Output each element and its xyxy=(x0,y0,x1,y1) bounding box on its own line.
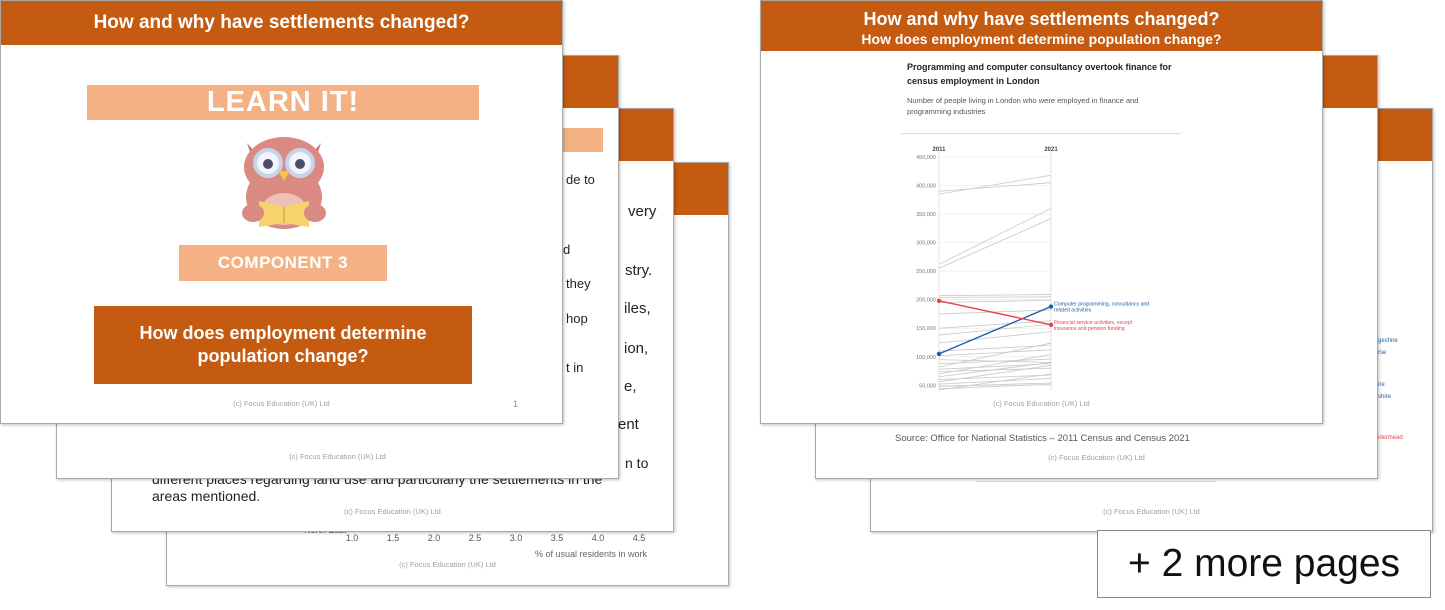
series-line-background xyxy=(938,342,1052,368)
paragraph-line: n to xyxy=(625,455,649,471)
text-fragment: stry. xyxy=(625,262,653,279)
question-box: How does employment determine population… xyxy=(94,306,472,384)
y-tick-label: 350,000 xyxy=(916,212,936,218)
copyright: (c) Focus Education (UK) Ltd xyxy=(1048,453,1145,462)
x-tick-label: 3.0 xyxy=(510,533,523,543)
label-fragment: ire xyxy=(1378,382,1385,388)
series-line-background xyxy=(938,174,1052,195)
series-line-background xyxy=(938,378,1052,385)
copyright: (c) Focus Education (UK) Ltd xyxy=(1103,507,1200,516)
y-tick-label: 250,000 xyxy=(916,269,936,275)
series-line-background xyxy=(938,349,1052,357)
copyright: (c) Focus Education (UK) Ltd xyxy=(233,399,330,408)
series-label: Computer programming, consultancy and rel… xyxy=(1054,302,1149,314)
paragraph-line: areas mentioned. xyxy=(152,488,261,504)
series-line-background xyxy=(938,373,1052,391)
source-text: Source: Office for National Statistics –… xyxy=(895,433,1190,444)
chart-subtitle: Number of people living in London who we… xyxy=(907,96,1139,116)
series-line-background xyxy=(938,354,1052,375)
chart-fragment-x-axis: 1.0 1.5 2.0 2.5 3.0 3.5 4.0 4.5 xyxy=(346,533,646,543)
series-point xyxy=(1048,304,1054,309)
y-tick-label: 100,000 xyxy=(916,355,936,361)
x-tick-label: 2.5 xyxy=(469,533,482,543)
x-tick-label: 3.5 xyxy=(551,533,564,543)
text-fragment: iles, xyxy=(624,300,651,317)
series-point xyxy=(1048,322,1054,327)
chart-title: Programming and computer consultancy ove… xyxy=(907,62,1172,86)
y-tick-label: 150,000 xyxy=(916,326,936,332)
series-line-background xyxy=(938,218,1052,269)
more-pages-label: + 2 more pages xyxy=(1127,542,1401,585)
label-fragment: idenhead xyxy=(1378,435,1403,441)
series-line-background xyxy=(938,182,1052,192)
x-tick-label: 4.0 xyxy=(592,533,605,543)
series-point xyxy=(936,351,942,357)
series-line-background xyxy=(938,331,1052,344)
chart-x-label: % of usual residents in work xyxy=(535,549,648,559)
text-fragment: they xyxy=(566,276,591,291)
series-line-highlight xyxy=(938,305,1052,355)
x-label-2021: 2021 xyxy=(1044,147,1058,153)
label-fragment: geshire xyxy=(1378,338,1398,344)
page-number: 1 xyxy=(513,399,519,409)
y-tick-label: 400,000 xyxy=(916,184,936,190)
slide-header: How and why have settlements changed? Ho… xyxy=(761,1,1322,51)
right-front-slide: How and why have settlements changed? Ho… xyxy=(760,0,1323,424)
series-line-background xyxy=(938,208,1052,265)
x-tick-label: 2.0 xyxy=(428,533,441,543)
series-line-background xyxy=(938,362,1052,378)
text-fragment: d xyxy=(563,242,571,257)
series-label: Financial service activities, except insu… xyxy=(1054,320,1133,332)
copyright: (c) Focus Education (UK) Ltd xyxy=(289,452,386,461)
series-line-background xyxy=(938,383,1052,390)
series-line-background xyxy=(938,294,1052,297)
text-fragment: de to xyxy=(566,172,595,187)
y-tick-label: 200,000 xyxy=(916,298,936,304)
copyright: (c) Focus Education (UK) Ltd xyxy=(399,560,496,569)
series-line-background xyxy=(938,309,1052,315)
series-line-background xyxy=(938,296,1052,298)
text-fragment: very xyxy=(628,203,657,220)
text-fragment: ent xyxy=(618,416,639,433)
question-text: How does employment determine population… xyxy=(139,323,427,366)
component-banner: COMPONENT 3 xyxy=(179,245,387,281)
chart-divider xyxy=(901,133,1181,134)
text-fragment: e, xyxy=(624,378,637,395)
divider xyxy=(976,481,1216,482)
label-fragment: shire xyxy=(1378,394,1392,400)
left-front-slide: How and why have settlements changed? LE… xyxy=(0,0,563,424)
x-tick-label: 4.5 xyxy=(633,533,646,543)
slide-title: How and why have settlements changed? xyxy=(863,9,1220,29)
slide-title: How and why have settlements changed? xyxy=(93,12,470,33)
x-tick-label: 1.0 xyxy=(346,533,359,543)
series-line-background xyxy=(938,299,1052,303)
copyright: (c) Focus Education (UK) Ltd xyxy=(993,399,1090,408)
text-fragment: hop xyxy=(566,311,588,326)
slide-header: How and why have settlements changed? xyxy=(1,1,562,45)
series-line-background xyxy=(938,344,1052,352)
series-line-background xyxy=(938,382,1052,387)
slope-chart: 450,000 400,000 350,000 300,000 250,000 200,0… xyxy=(916,147,1149,391)
x-label-2011: 2011 xyxy=(932,147,946,153)
owl-reading-icon xyxy=(242,137,326,229)
y-tick-label: 450,000 xyxy=(916,155,936,161)
series-line-highlight xyxy=(938,300,1052,326)
label-fragment: rse xyxy=(1378,350,1387,356)
series-line-background xyxy=(938,320,1052,329)
more-pages-box[interactable]: + 2 more pages xyxy=(1097,530,1431,598)
copyright: (c) Focus Education (UK) Ltd xyxy=(344,507,441,516)
series-point xyxy=(936,298,942,304)
text-fragment: ion, xyxy=(624,340,649,357)
text-fragment: t in xyxy=(566,360,584,375)
x-tick-label: 1.5 xyxy=(387,533,400,543)
slide-subtitle: How does employment determine population… xyxy=(861,31,1222,47)
learn-it-banner: LEARN IT! xyxy=(87,85,479,120)
series-line-background xyxy=(938,364,1052,383)
y-tick-label: 50,000 xyxy=(919,383,936,389)
y-tick-label: 300,000 xyxy=(916,241,936,247)
